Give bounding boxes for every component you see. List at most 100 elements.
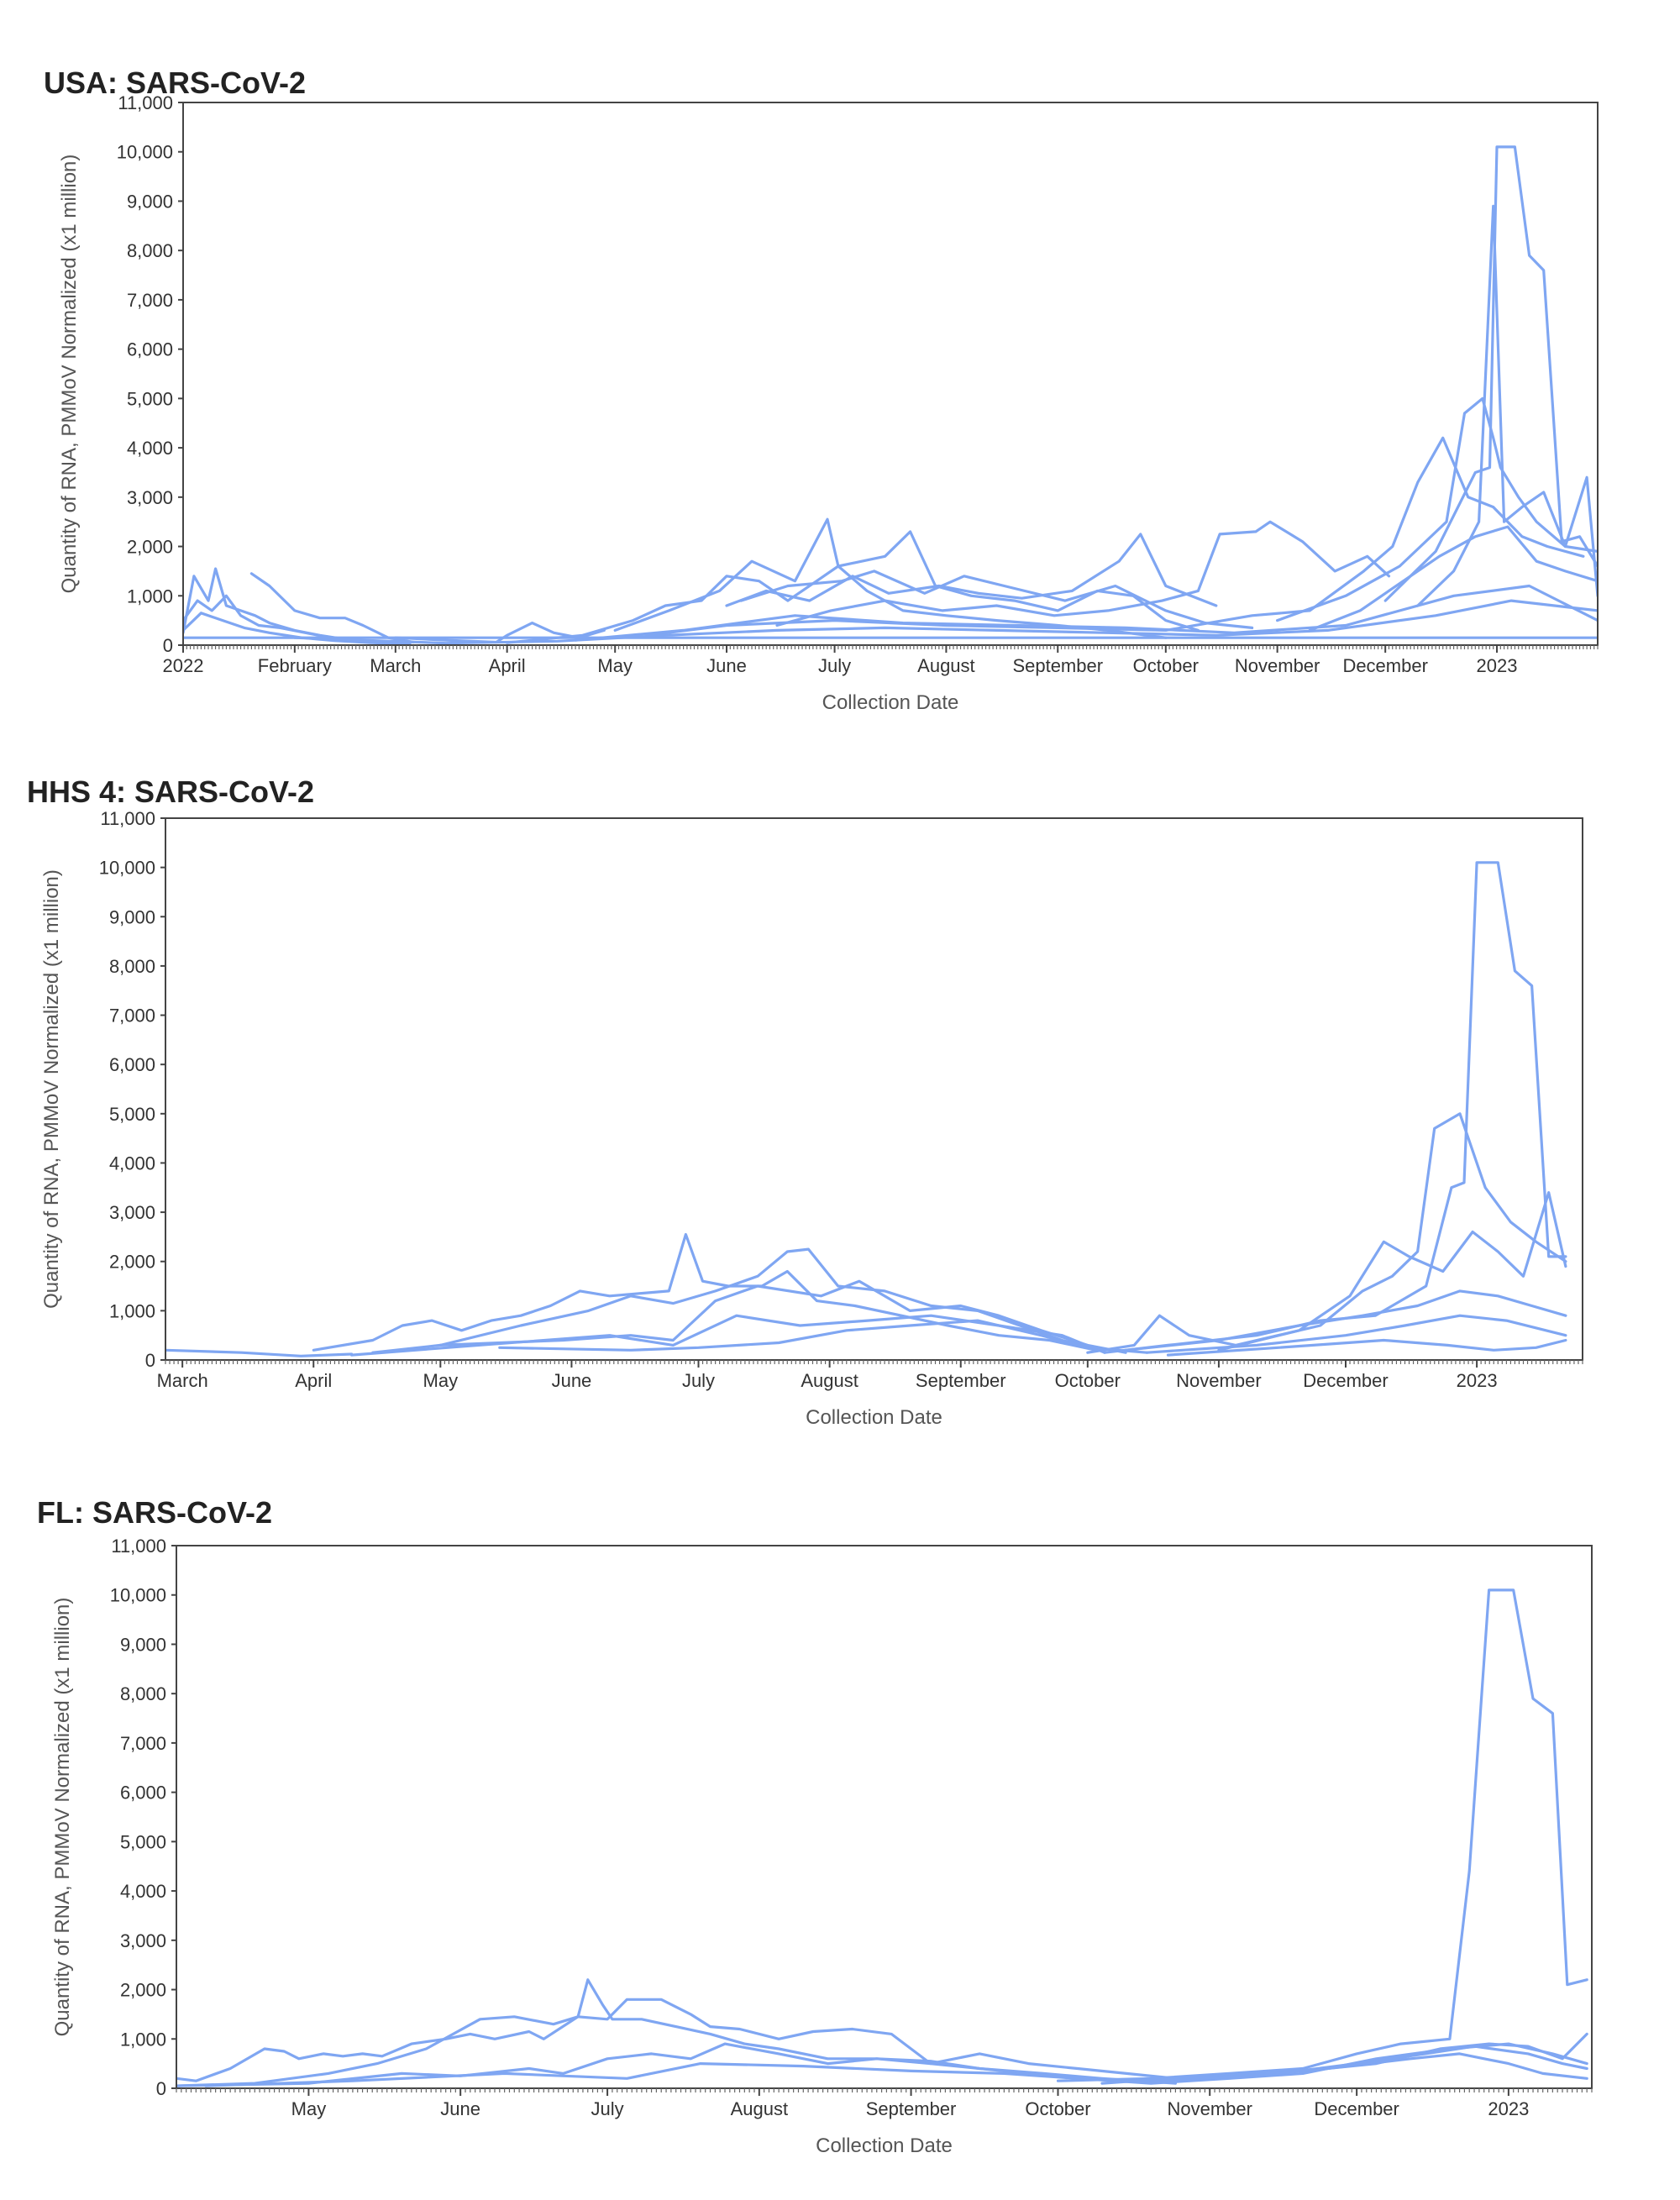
x-tick-label: 2023 (1477, 655, 1518, 676)
x-tick-label: May (291, 2098, 327, 2119)
series-line-11 (1276, 396, 1598, 622)
series-line-10 (1124, 1289, 1567, 1352)
x-tick-label: 2023 (1488, 2098, 1529, 2119)
series-line-4 (249, 572, 415, 644)
x-tick-label: October (1055, 1370, 1121, 1391)
y-tick-label: 6,000 (120, 1783, 166, 1804)
series-line-8 (1103, 861, 1567, 1354)
y-tick-label: 7,000 (109, 1005, 155, 1026)
x-minor-ticks (165, 1360, 1583, 1364)
x-tick-label: August (801, 1370, 858, 1391)
series-line-8 (725, 533, 1218, 607)
series-line-8 (1208, 2052, 1588, 2080)
y-tick-label: 5,000 (127, 388, 173, 409)
y-tick-label: 6,000 (127, 339, 173, 360)
y-tick-label: 4,000 (120, 1881, 166, 1902)
y-tick-label: 0 (156, 2078, 166, 2099)
x-tick-label: July (818, 655, 851, 676)
x-tick-label: November (1176, 1370, 1261, 1391)
y-tick-label: 10,000 (110, 1585, 166, 1606)
y-axis-title: Quantity of RNA, PMMoV Normalized (x1 mi… (51, 1598, 74, 2037)
y-tick-label: 9,000 (127, 191, 173, 212)
x-tick-label: September (866, 2098, 957, 2119)
x-minor-ticks (182, 645, 1599, 649)
y-tick-label: 11,000 (118, 92, 173, 113)
y-tick-label: 2,000 (109, 1252, 155, 1273)
x-tick-label: April (489, 655, 526, 676)
y-tick-label: 5,000 (109, 1104, 155, 1125)
y-tick-label: 2,000 (127, 537, 173, 558)
chart-title: FL: SARS-CoV-2 (37, 1495, 273, 1530)
y-tick-label: 7,000 (127, 290, 173, 311)
x-tick-label: September (916, 1370, 1006, 1391)
series-line-13 (1416, 204, 1598, 607)
y-tick-label: 11,000 (100, 808, 155, 829)
y-tick-label: 8,000 (109, 956, 155, 977)
y-tick-label: 9,000 (109, 906, 155, 927)
series-line-6 (1100, 2032, 1588, 2085)
series-line-1 (176, 1978, 1128, 2082)
series-line-2 (312, 1232, 1098, 1352)
x-tick-label: August (731, 2098, 789, 2119)
series-line-6 (506, 564, 1168, 644)
plot-frame (182, 102, 1599, 646)
plot-frame (176, 1545, 1593, 2089)
y-tick-label: 3,000 (127, 487, 173, 508)
series-line-5 (1056, 1588, 1588, 2082)
x-tick-label: October (1133, 655, 1199, 676)
x-tick-label: October (1025, 2098, 1090, 2119)
chart-panel-hhs4: HHS 4: SARS-CoV-2 0 1,000 2,000 3,000 4,000 5… (0, 731, 1680, 1462)
chart-plot-usa: 0 1,000 2,000 3,000 4,000 5,000 6,000 7,000 8,00… (58, 92, 1599, 714)
plot-frame (165, 817, 1583, 1361)
x-tick-label: 2023 (1457, 1370, 1498, 1391)
x-tick-label: September (1012, 655, 1103, 676)
x-tick-label: February (258, 655, 332, 676)
x-tick-label: May (423, 1370, 459, 1391)
series-line-14 (1308, 525, 1598, 632)
chart-panel-usa: USA: SARS-CoV-2 0 1,000 2,000 3,000 4,000 5,0… (0, 0, 1680, 731)
y-tick-label: 5,000 (120, 1831, 166, 1852)
y-tick-label: 8,000 (120, 1683, 166, 1704)
x-tick-label: August (917, 655, 975, 676)
y-tick-label: 6,000 (109, 1054, 155, 1075)
x-axis-title: Collection Date (816, 2134, 953, 2157)
y-axis-title: Quantity of RNA, PMMoV Normalized (x1 mi… (40, 869, 63, 1309)
y-tick-label: 1,000 (109, 1300, 155, 1321)
x-tick-label: November (1235, 655, 1320, 676)
y-tick-label: 0 (145, 1350, 155, 1371)
x-tick-label: 2022 (163, 655, 204, 676)
x-axis-title: Collection Date (806, 1406, 942, 1429)
series-group (183, 145, 1598, 645)
series-line-4 (438, 1279, 1127, 1354)
x-tick-label: December (1314, 2098, 1399, 2119)
x-axis-title: Collection Date (822, 691, 959, 714)
x-tick-label: July (682, 1370, 715, 1391)
series-line-3 (183, 612, 412, 645)
series-line-11 (1145, 1314, 1567, 1354)
y-axis-title: Quantity of RNA, PMMoV Normalized (x1 mi… (58, 155, 81, 594)
series-line-6 (498, 1319, 1148, 1354)
chart-plot-hhs4: 0 1,000 2,000 3,000 4,000 5,000 6,000 7,000 8,00… (40, 808, 1583, 1429)
y-tick-label: 10,000 (117, 142, 173, 163)
series-line-1 (165, 1348, 354, 1357)
x-tick-label: November (1167, 2098, 1252, 2119)
series-line-15 (293, 599, 1598, 645)
y-tick-label: 1,000 (127, 585, 173, 606)
y-tick-label: 1,000 (120, 2029, 166, 2050)
x-tick-label: June (706, 655, 747, 676)
x-tick-label: June (440, 2098, 480, 2119)
x-minor-ticks (176, 2088, 1593, 2092)
series-line-4 (204, 2042, 1588, 2087)
y-tick-label: 11,000 (111, 1536, 166, 1557)
y-tick-label: 3,000 (109, 1202, 155, 1223)
series-line-12 (1166, 1338, 1567, 1357)
series-line-9 (1217, 1191, 1567, 1352)
y-tick-label: 9,000 (120, 1634, 166, 1655)
y-tick-label: 8,000 (127, 240, 173, 261)
x-tick-label: March (370, 655, 421, 676)
y-tick-label: 10,000 (99, 858, 155, 879)
series-line-2 (176, 1998, 1177, 2087)
chart-title: USA: SARS-CoV-2 (44, 66, 307, 100)
series-group (176, 1588, 1588, 2087)
series-line-3 (371, 1247, 1106, 1354)
